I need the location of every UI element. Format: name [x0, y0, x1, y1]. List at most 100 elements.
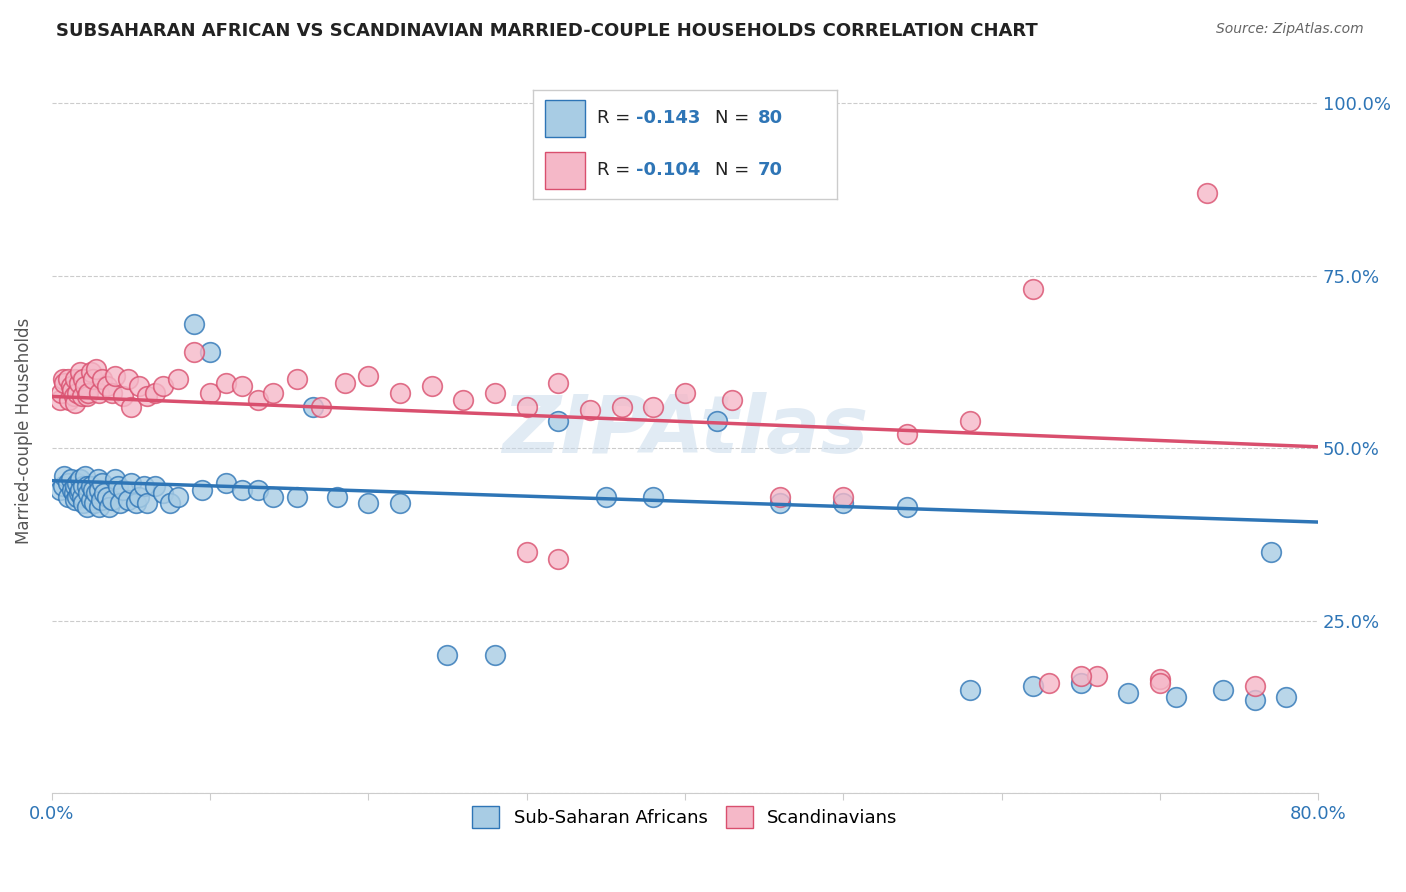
Point: [1197, 186, 1219, 200]
Point: [65, 479, 87, 493]
Point: [83, 496, 105, 510]
Point: [48, 392, 70, 407]
Point: [65, 372, 87, 386]
Point: [769, 496, 792, 510]
Point: [215, 376, 238, 390]
Point: [90, 492, 112, 507]
Point: [72, 372, 94, 386]
Legend: Sub-Saharan Africans, Scandinavians: Sub-Saharan Africans, Scandinavians: [465, 798, 905, 835]
Point: [191, 483, 214, 497]
Point: [124, 496, 146, 510]
Point: [1149, 676, 1171, 690]
Point: [1116, 686, 1139, 700]
Point: [198, 344, 221, 359]
Text: ZIPAtlas: ZIPAtlas: [502, 392, 868, 470]
Point: [579, 403, 602, 417]
Point: [1022, 282, 1045, 296]
Text: Source: ZipAtlas.com: Source: ZipAtlas.com: [1216, 22, 1364, 37]
Point: [159, 496, 181, 510]
Point: [388, 496, 411, 510]
Point: [60, 483, 83, 497]
Point: [215, 475, 238, 490]
Point: [285, 490, 308, 504]
Point: [453, 392, 475, 407]
Point: [333, 376, 356, 390]
Point: [70, 389, 93, 403]
Y-axis label: Married-couple Households: Married-couple Households: [15, 318, 32, 544]
Point: [516, 545, 538, 559]
Point: [52, 479, 75, 493]
Point: [59, 472, 82, 486]
Point: [72, 496, 94, 510]
Point: [56, 475, 79, 490]
Point: [65, 396, 87, 410]
Point: [117, 372, 139, 386]
Point: [183, 344, 205, 359]
Point: [135, 389, 157, 403]
Point: [84, 361, 107, 376]
Point: [231, 379, 253, 393]
Point: [82, 372, 104, 386]
Point: [120, 400, 142, 414]
Point: [643, 490, 665, 504]
Point: [246, 483, 269, 497]
Point: [80, 365, 103, 379]
Point: [89, 483, 111, 497]
Point: [132, 479, 155, 493]
Point: [285, 372, 308, 386]
Point: [484, 386, 506, 401]
Point: [48, 483, 70, 497]
Point: [53, 468, 76, 483]
Point: [84, 486, 107, 500]
Point: [56, 490, 79, 504]
Point: [135, 496, 157, 510]
Point: [80, 492, 103, 507]
Point: [167, 372, 190, 386]
Point: [959, 414, 981, 428]
Point: [183, 317, 205, 331]
Point: [547, 414, 569, 428]
Point: [104, 368, 127, 383]
Point: [96, 490, 118, 504]
Point: [231, 483, 253, 497]
Point: [77, 386, 100, 401]
Point: [643, 400, 665, 414]
Point: [302, 400, 325, 414]
Point: [152, 379, 174, 393]
Point: [120, 475, 142, 490]
Point: [69, 365, 91, 379]
Point: [769, 490, 792, 504]
Point: [77, 486, 100, 500]
Point: [66, 386, 89, 401]
Point: [309, 400, 332, 414]
Point: [420, 379, 443, 393]
Point: [1085, 669, 1108, 683]
Point: [58, 392, 80, 407]
Point: [76, 479, 98, 493]
Point: [721, 392, 744, 407]
Point: [76, 500, 98, 514]
Point: [547, 551, 569, 566]
Point: [1149, 673, 1171, 687]
Point: [1038, 676, 1060, 690]
Point: [516, 400, 538, 414]
Point: [76, 389, 98, 403]
Point: [1275, 690, 1298, 704]
Point: [1212, 682, 1234, 697]
Point: [610, 400, 633, 414]
Point: [484, 648, 506, 663]
Point: [436, 648, 458, 663]
Point: [111, 483, 134, 497]
Point: [107, 479, 129, 493]
Point: [1070, 676, 1092, 690]
Point: [128, 490, 150, 504]
Point: [70, 490, 93, 504]
Point: [143, 386, 166, 401]
Point: [52, 372, 75, 386]
Point: [101, 492, 124, 507]
Point: [73, 468, 96, 483]
Point: [198, 386, 221, 401]
Point: [896, 427, 918, 442]
Point: [896, 500, 918, 514]
Point: [60, 383, 83, 397]
